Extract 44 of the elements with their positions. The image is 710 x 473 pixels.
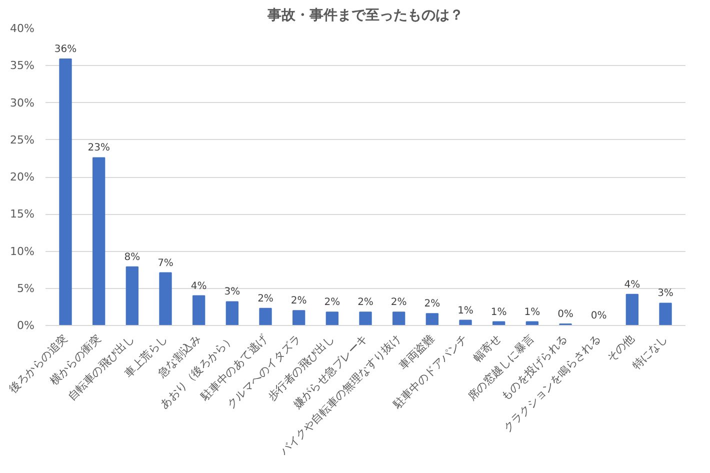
y-tick-label: 10%	[10, 244, 35, 258]
data-label: 0%	[590, 310, 607, 322]
data-label: 23%	[88, 142, 110, 154]
data-label: 1%	[524, 306, 540, 318]
bar	[659, 302, 672, 326]
bar	[226, 301, 238, 326]
data-label: 2%	[290, 296, 307, 307]
data-label: 0%	[558, 309, 574, 320]
data-label: 2%	[424, 298, 440, 310]
bar	[359, 312, 372, 326]
data-label: 2%	[258, 293, 274, 304]
bar	[459, 320, 472, 326]
bar	[292, 310, 306, 326]
data-label: 4%	[190, 280, 207, 292]
y-tick-label: 0%	[17, 319, 34, 332]
data-label: 2%	[358, 297, 374, 308]
y-tick-label: 15%	[10, 208, 35, 221]
bar	[426, 313, 438, 326]
data-label: 3%	[224, 286, 240, 298]
y-tick-label: 20%	[10, 170, 35, 184]
bar	[326, 312, 338, 326]
y-tick-label: 25%	[10, 133, 35, 146]
data-label: 3%	[658, 288, 674, 300]
data-label: 1%	[490, 306, 507, 318]
bar	[626, 294, 638, 326]
data-label: 2%	[324, 297, 340, 308]
data-label: 7%	[158, 258, 174, 269]
data-label: 1%	[458, 305, 474, 316]
bar	[59, 58, 72, 326]
y-tick-label: 5%	[17, 282, 34, 295]
bar	[92, 157, 106, 326]
bar	[392, 312, 406, 326]
y-tick-label: 40%	[10, 22, 35, 35]
bar	[126, 266, 138, 326]
y-tick-label: 35%	[10, 59, 35, 72]
data-label: 4%	[624, 279, 640, 290]
data-label: 2%	[390, 297, 407, 308]
chart-title: 事故・事件まで至ったものは？	[266, 8, 464, 24]
bar	[159, 272, 172, 326]
bar	[259, 308, 272, 326]
bar	[192, 295, 206, 326]
y-tick-label: 30%	[10, 96, 35, 110]
data-label: 8%	[124, 252, 140, 263]
data-label: 36%	[54, 44, 77, 55]
